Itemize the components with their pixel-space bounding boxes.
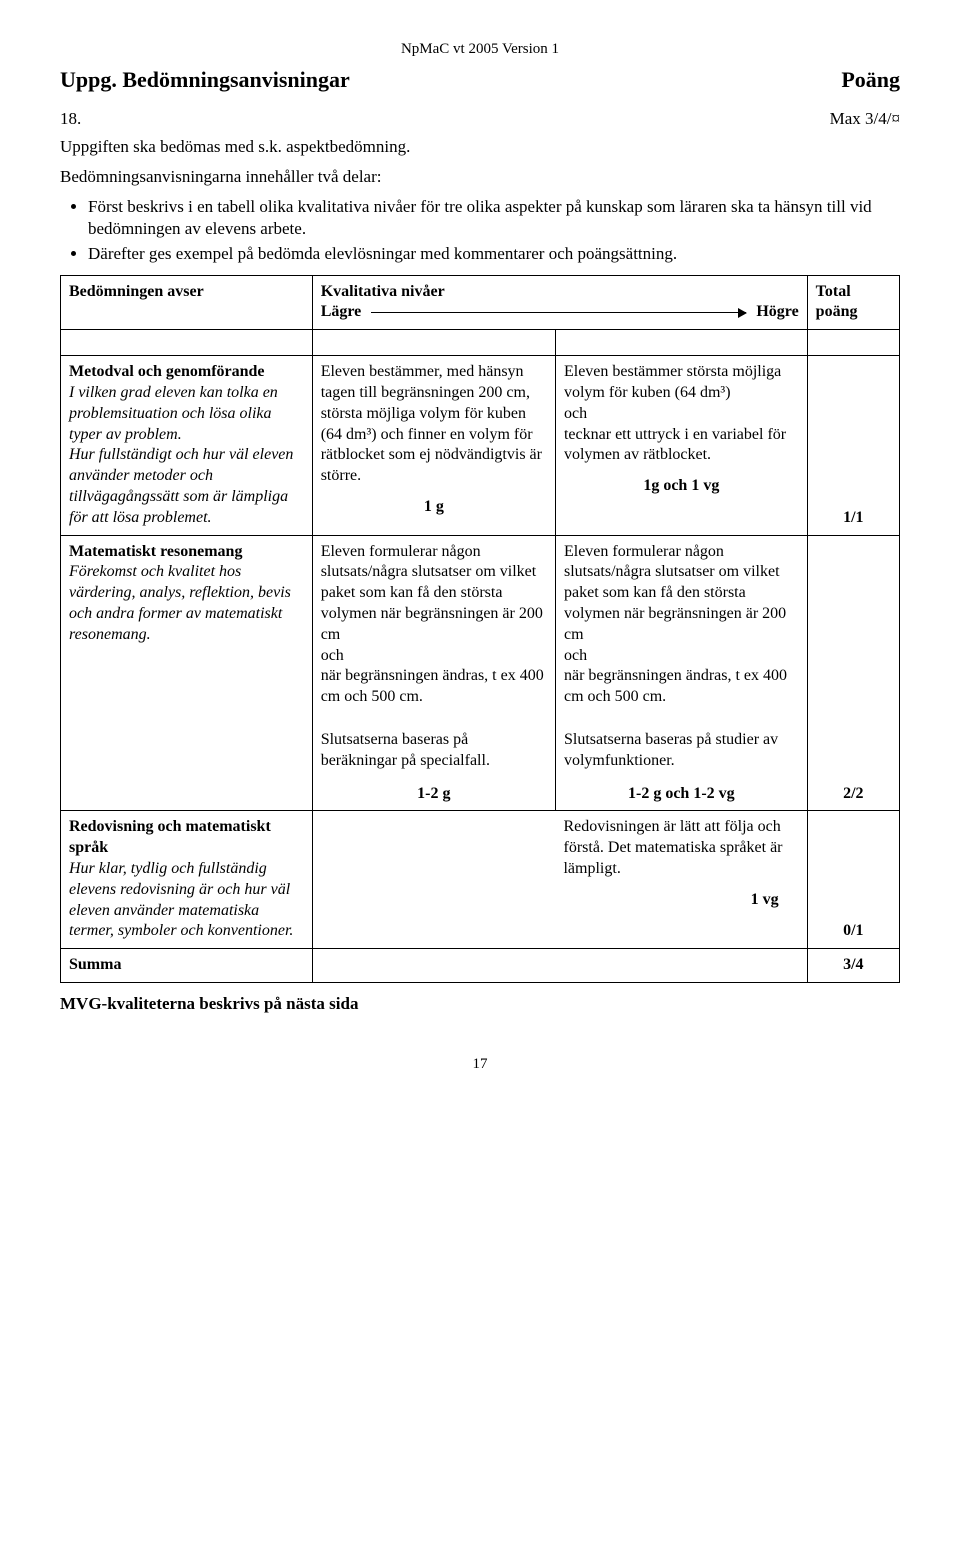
r2-low-b-text: Slutsatserna baseras på beräkningar på s… [321, 730, 547, 772]
th-levels: Kvalitativa nivåer Lägre Högre [312, 275, 807, 330]
r2-aspect: Matematiskt resonemang Förekomst och kva… [61, 535, 313, 714]
r1-low: Eleven bestämmer, med hänsyn tagen till … [312, 356, 555, 535]
th-high: Högre [756, 302, 798, 323]
r1-low-score: 1 g [321, 487, 547, 518]
table-header-row: Bedömningen avser Kvalitativa nivåer Läg… [61, 275, 900, 330]
r3-title: Redovisning och matematiskt språk [69, 818, 271, 856]
r2-high-b-text: Slutsatserna baseras på studier av volym… [564, 730, 799, 772]
r3-high: Redovisningen är lätt att följa och förs… [555, 811, 807, 949]
r3-low-empty [312, 811, 555, 949]
r3-high-score: 1 vg [563, 880, 798, 911]
r3-high-text: Redovisningen är lätt att följa och förs… [563, 817, 798, 879]
th-levels-title: Kvalitativa nivåer [321, 282, 799, 303]
row-metodval: Metodval och genomförande I vilken grad … [61, 356, 900, 535]
main-heading-row: Uppg. Bedömningsanvisningar Poäng [60, 66, 900, 95]
question-row: 18. Max 3/4/¤ [60, 108, 900, 130]
heading-right: Poäng [841, 66, 900, 95]
arrow-icon [371, 312, 746, 313]
r2-total: 2/2 [807, 778, 899, 811]
spacer-row [61, 330, 900, 356]
r2-high-b: Slutsatserna baseras på studier av volym… [555, 714, 807, 778]
r2-aspect-empty2 [61, 778, 313, 811]
r1-high-score: 1g och 1 vg [564, 466, 799, 497]
r1-aspect: Metodval och genomförande I vilken grad … [61, 356, 313, 535]
th-total-bottom: poäng [816, 302, 891, 323]
bullet-2: Därefter ges exempel på bedömda elevlösn… [88, 243, 900, 265]
r2-high-score: 1-2 g och 1-2 vg [555, 778, 807, 811]
intro-paragraph-2: Bedömningsanvisningarna innehåller två d… [60, 166, 900, 188]
th-total: Total poäng [807, 275, 899, 330]
intro-bullets: Först beskrivs i en tabell olika kvalita… [60, 196, 900, 264]
r1-title: Metodval och genomförande [69, 363, 265, 380]
r1-high-text: Eleven bestämmer största möjliga volym f… [564, 362, 799, 466]
assessment-table: Bedömningen avser Kvalitativa nivåer Läg… [60, 275, 900, 983]
th-total-top: Total [816, 282, 891, 303]
row-resonemang-b: Slutsatserna baseras på beräkningar på s… [61, 714, 900, 778]
sum-label: Summa [61, 949, 313, 983]
sum-mid2 [555, 949, 807, 983]
r2-total-empty-b [807, 714, 899, 778]
r2-low-a-text: Eleven formulerar någon slutsats/några s… [321, 542, 547, 708]
r2-high-a-text: Eleven formulerar någon slutsats/några s… [564, 542, 799, 708]
r1-desc: I vilken grad eleven kan tolka en proble… [69, 384, 293, 526]
r1-total: 1/1 [807, 356, 899, 535]
sum-total: 3/4 [807, 949, 899, 983]
th-aspect: Bedömningen avser [61, 275, 313, 330]
r2-low-b: Slutsatserna baseras på beräkningar på s… [312, 714, 555, 778]
r3-desc: Hur klar, tydlig och fullständig elevens… [69, 860, 293, 939]
th-low: Lägre [321, 302, 362, 323]
question-max: Max 3/4/¤ [830, 108, 900, 130]
r2-low-a: Eleven formulerar någon slutsats/några s… [312, 535, 555, 714]
row-summa: Summa 3/4 [61, 949, 900, 983]
sum-mid1 [312, 949, 555, 983]
r2-low-score: 1-2 g [312, 778, 555, 811]
row-resonemang-a: Matematiskt resonemang Förekomst och kva… [61, 535, 900, 714]
footer-note: MVG-kvaliteterna beskrivs på nästa sida [60, 993, 900, 1015]
r3-total: 0/1 [807, 811, 899, 949]
r2-high-a: Eleven formulerar någon slutsats/några s… [555, 535, 807, 714]
page-number: 17 [60, 1055, 900, 1075]
r1-low-text: Eleven bestämmer, med hänsyn tagen till … [321, 362, 547, 487]
r2-total-empty-a [807, 535, 899, 714]
doc-header: NpMaC vt 2005 Version 1 [60, 40, 900, 60]
row-resonemang-score: 1-2 g 1-2 g och 1-2 vg 2/2 [61, 778, 900, 811]
r2-desc: Förekomst och kvalitet hos värdering, an… [69, 563, 291, 642]
bullet-1: Först beskrivs i en tabell olika kvalita… [88, 196, 900, 240]
row-redovisning: Redovisning och matematiskt språk Hur kl… [61, 811, 900, 949]
question-number: 18. [60, 108, 81, 130]
r2-aspect-empty [61, 714, 313, 778]
intro-paragraph-1: Uppgiften ska bedömas med s.k. aspektbed… [60, 136, 900, 158]
r1-high: Eleven bestämmer största möjliga volym f… [555, 356, 807, 535]
r2-title: Matematiskt resonemang [69, 543, 242, 560]
heading-left: Uppg. Bedömningsanvisningar [60, 66, 350, 95]
r3-aspect: Redovisning och matematiskt språk Hur kl… [61, 811, 313, 949]
